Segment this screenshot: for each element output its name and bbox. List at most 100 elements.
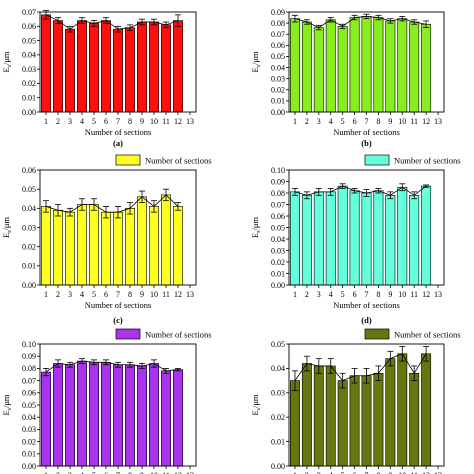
bar <box>325 365 336 467</box>
x-tick-label: 4 <box>329 117 333 126</box>
y-tick-label: 0.00 <box>271 462 285 471</box>
x-tick-label: 1 <box>44 290 48 299</box>
error-bar <box>339 23 346 30</box>
x-tick-label: 10 <box>398 290 406 299</box>
bar <box>137 196 147 286</box>
x-tick-label: 4 <box>329 471 333 474</box>
error-bar <box>55 17 61 24</box>
bar <box>421 23 432 113</box>
y-axis-label-unit: /μm <box>250 394 260 408</box>
bar <box>385 195 396 286</box>
legend-label: Number of sections <box>394 330 461 340</box>
bar <box>409 21 420 113</box>
error-bar <box>327 17 334 23</box>
x-tick-label: 7 <box>365 290 369 299</box>
y-axis-label: Es/μm <box>250 217 262 238</box>
y-axis-label-unit: /μm <box>250 217 260 231</box>
bar <box>361 16 372 113</box>
x-tick-label: 3 <box>68 290 72 299</box>
y-tick-label: 0.00 <box>271 281 285 290</box>
error-bar <box>423 346 430 362</box>
x-tick-label: 1 <box>44 471 48 474</box>
error-bar <box>291 187 298 196</box>
error-bar <box>43 200 49 213</box>
y-axis-label: Es/μm <box>1 217 13 238</box>
x-tick-label: 12 <box>174 117 182 126</box>
bar <box>89 23 99 113</box>
bar <box>125 27 135 113</box>
error-bar <box>411 365 418 382</box>
x-tick-label: 1 <box>293 290 297 299</box>
error-bar <box>103 359 109 366</box>
bar <box>149 363 159 467</box>
x-tick-label: 9 <box>140 471 144 474</box>
x-tick-label: 2 <box>305 117 309 126</box>
y-tick-label: 0.02 <box>271 86 285 95</box>
error-bar <box>91 359 97 366</box>
chart-panel-b: 0.00 0.01 0.02 0.03 0.04 0.05 0.06 0.07 0.08 0.09… <box>250 8 445 148</box>
bar <box>361 375 372 467</box>
bar <box>161 24 171 113</box>
y-tick-label: 0.03 <box>22 223 36 232</box>
error-bar <box>139 190 145 203</box>
error-bar <box>115 206 121 219</box>
bar <box>125 208 135 286</box>
bar <box>65 28 75 113</box>
y-tick-label: 0.09 <box>271 177 285 186</box>
x-tick-label: 12 <box>422 290 430 299</box>
error-bar <box>339 372 346 389</box>
error-bar <box>399 183 406 192</box>
error-bar <box>67 25 73 33</box>
y-tick-label: 0.08 <box>271 19 285 28</box>
error-bar <box>423 184 430 188</box>
x-tick-label: 5 <box>92 471 96 474</box>
trend-line <box>294 185 427 196</box>
x-tick-label: 11 <box>162 471 170 474</box>
x-tick-label: 13 <box>186 117 194 126</box>
y-tick-label: 0.06 <box>271 212 285 221</box>
bar <box>77 360 87 467</box>
y-tick-label: 0.06 <box>22 22 36 31</box>
x-tick-label: 8 <box>128 117 132 126</box>
y-tick-label: 0.01 <box>271 437 285 446</box>
error-bar <box>303 191 310 200</box>
y-axis-label-symbol: E <box>250 233 260 238</box>
bar <box>349 190 360 286</box>
trend-line <box>294 353 427 382</box>
x-tick-label: 5 <box>341 290 345 299</box>
x-tick-label: 1 <box>293 471 297 474</box>
y-tick-label: 0.04 <box>22 413 36 422</box>
x-tick-label: 10 <box>150 290 158 299</box>
x-tick-label: 6 <box>104 117 108 126</box>
error-bar <box>315 24 322 31</box>
error-bar <box>387 18 394 24</box>
x-tick-label: 7 <box>365 117 369 126</box>
x-tick-label: 11 <box>410 117 418 126</box>
y-tick-label: 0.05 <box>271 223 285 232</box>
panel-label: (c) <box>113 315 123 325</box>
x-tick-label: 1 <box>44 117 48 126</box>
y-tick-label: 0.07 <box>271 200 285 209</box>
y-axis-label: Es/μm <box>1 394 13 415</box>
y-tick-label: 0.03 <box>22 65 36 74</box>
x-tick-label: 7 <box>116 290 120 299</box>
error-bar <box>375 14 382 21</box>
trend-line <box>45 14 179 30</box>
error-bar <box>411 191 418 200</box>
error-bar <box>351 187 358 194</box>
x-tick-label: 12 <box>174 471 182 474</box>
y-axis-label-unit: /μm <box>1 51 11 65</box>
error-bar <box>151 200 157 213</box>
bar <box>290 380 300 467</box>
x-tick-label: 8 <box>376 471 380 474</box>
bar <box>421 185 432 286</box>
x-axis-label: Number of sections <box>333 300 400 310</box>
y-tick-label: 0.07 <box>22 376 36 385</box>
bar <box>301 21 312 113</box>
y-tick-label: 0.02 <box>22 242 36 251</box>
y-axis-label: Es/μm <box>1 51 13 72</box>
x-tick-label: 4 <box>80 117 84 126</box>
error-bar <box>103 17 109 24</box>
x-tick-label: 5 <box>341 471 345 474</box>
x-tick-label: 9 <box>140 290 144 299</box>
